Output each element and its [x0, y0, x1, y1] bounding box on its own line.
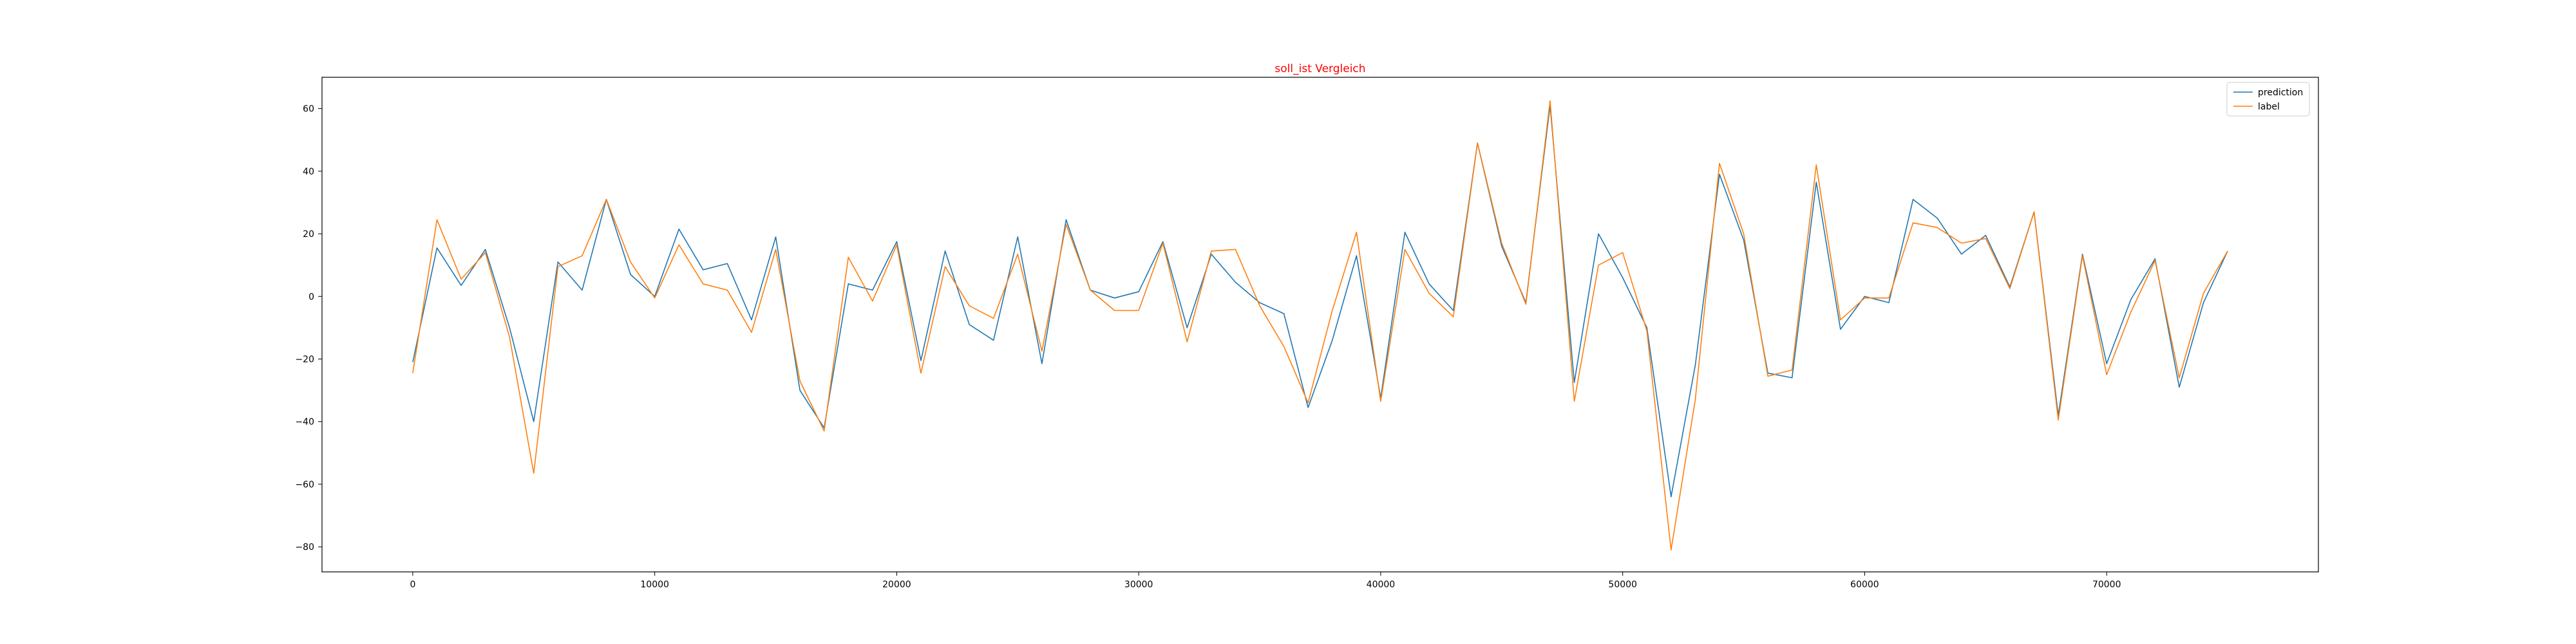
- series-line-label: [412, 100, 2228, 551]
- x-tick-label: 30000: [1124, 580, 1153, 590]
- series-line-prediction: [412, 104, 2228, 498]
- y-tick-label: −20: [295, 354, 314, 365]
- x-tick-label: 0: [410, 580, 415, 590]
- x-tick-label: 50000: [1608, 580, 1637, 590]
- x-tick-label: 10000: [640, 580, 669, 590]
- legend-box: [2226, 82, 2310, 117]
- y-tick-label: −60: [295, 480, 314, 490]
- x-tick-label: 20000: [882, 580, 911, 590]
- y-tick-label: −40: [295, 417, 314, 428]
- legend-label-prediction: prediction: [2258, 88, 2303, 98]
- chart-title: soll_ist Vergleich: [1274, 62, 1365, 75]
- plot-area: 0 10000 20000 30000 40000 50000 60000 70000 −80 −…: [295, 77, 2319, 590]
- y-tick-label: −80: [295, 542, 314, 553]
- x-tick-label: 40000: [1367, 580, 1396, 590]
- y-tick-label: 40: [303, 167, 314, 177]
- x-tick-label: 60000: [1850, 580, 1879, 590]
- y-tick-label: 0: [308, 292, 314, 302]
- legend-label-label: label: [2258, 102, 2280, 112]
- y-tick-label: 60: [303, 104, 314, 115]
- axes-frame: [321, 77, 2319, 573]
- legend: prediction label: [2226, 82, 2310, 117]
- y-tick-label: 20: [303, 229, 314, 240]
- x-tick-label: 70000: [2092, 580, 2121, 590]
